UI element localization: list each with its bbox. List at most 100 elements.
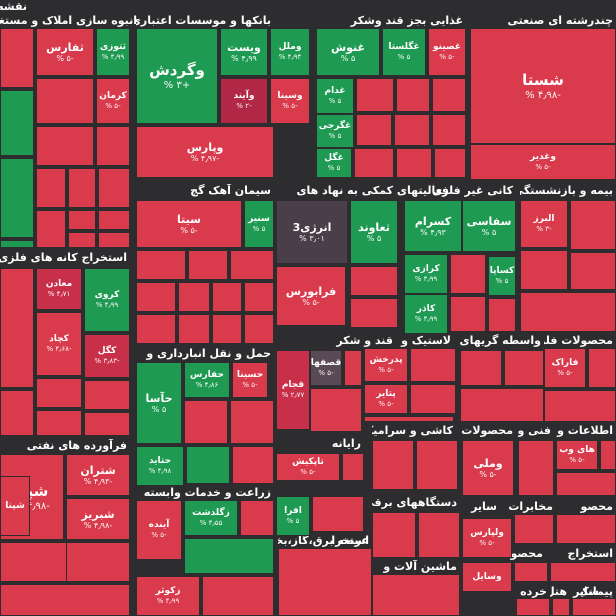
treemap-tile[interactable] (202, 576, 274, 616)
stock-tile[interactable]: غصینو -۵ % (428, 28, 466, 76)
stock-tile[interactable]: فرابورس -۵ % (276, 266, 346, 326)
treemap-tile[interactable] (84, 412, 130, 436)
stock-tile[interactable]: وسینا -۵ % (270, 78, 310, 124)
treemap-tile[interactable] (232, 446, 274, 484)
treemap-tile[interactable] (570, 200, 616, 250)
stock-tile[interactable]: پتایر -۵ % (364, 384, 408, 414)
stock-tile[interactable]: سفاسی ۵ % (462, 200, 516, 252)
treemap-tile[interactable] (460, 388, 544, 422)
treemap-tile[interactable] (178, 314, 210, 344)
stock-tile[interactable]: تاپکیش -۵ % (276, 453, 340, 481)
stock-tile[interactable]: کچاد -۴٫۶۸ % (36, 312, 82, 376)
stock-tile[interactable]: وگردش +۳ % (136, 28, 218, 124)
stock-tile[interactable]: غگرجی ۵ % (316, 114, 354, 148)
stock-tile[interactable]: شستا -۴٫۹۸ % (470, 28, 616, 144)
treemap-tile[interactable] (0, 240, 34, 248)
treemap-tile[interactable] (372, 512, 416, 558)
treemap-tile[interactable] (212, 314, 242, 344)
treemap-tile[interactable] (356, 114, 392, 146)
stock-tile[interactable]: غدام ۵ % (316, 78, 354, 114)
stock-tile[interactable]: ثعاوند ۵ % (350, 200, 398, 264)
treemap-tile[interactable] (416, 440, 458, 490)
treemap-tile[interactable] (68, 232, 96, 248)
treemap-tile[interactable] (514, 562, 548, 582)
treemap-tile[interactable] (68, 168, 96, 208)
stock-tile[interactable]: حفارس ۴٫۸۶ % (184, 362, 230, 398)
stock-tile[interactable]: ثفارس -۵ % (36, 28, 94, 76)
treemap-tile[interactable] (312, 496, 364, 532)
stock-tile[interactable]: قجام ۲٫۷۷ % (276, 350, 310, 430)
treemap-tile[interactable] (556, 514, 616, 544)
treemap-tile[interactable] (36, 210, 66, 248)
treemap-tile[interactable] (518, 440, 554, 496)
treemap-tile[interactable] (520, 250, 568, 290)
treemap-tile[interactable] (460, 350, 502, 386)
treemap-tile[interactable] (342, 453, 364, 481)
stock-tile[interactable]: حسینا -۵ % (232, 362, 268, 398)
stock-tile[interactable]: قصفها -۵ % (310, 350, 342, 386)
treemap-tile[interactable] (544, 390, 616, 422)
stock-tile[interactable]: کرازی ۴٫۹۹ % (404, 254, 448, 294)
treemap-tile[interactable] (136, 282, 176, 312)
treemap-tile[interactable] (36, 410, 82, 436)
treemap-tile[interactable] (0, 390, 34, 436)
stock-tile[interactable]: شبریز -۴٫۹۸ % (66, 498, 130, 540)
treemap-tile[interactable] (66, 542, 130, 582)
treemap-tile[interactable] (98, 232, 130, 248)
stock-tile[interactable]: کساپا ۵ % (488, 256, 516, 296)
treemap-tile[interactable] (244, 314, 274, 344)
treemap-tile[interactable] (310, 388, 362, 432)
treemap-tile[interactable] (450, 296, 486, 332)
treemap-tile[interactable] (36, 378, 82, 408)
stock-tile[interactable]: وملی -۵ % (462, 440, 514, 496)
treemap-tile[interactable] (570, 252, 616, 290)
stock-tile[interactable]: سنیر ۵ % (244, 200, 274, 248)
treemap-tile[interactable] (588, 348, 616, 388)
stock-tile[interactable]: غنوش ۵ % (316, 28, 380, 76)
treemap-tile[interactable] (394, 114, 430, 146)
treemap-tile[interactable] (136, 250, 186, 280)
treemap-tile[interactable] (188, 250, 228, 280)
treemap-tile[interactable] (552, 598, 570, 616)
treemap-tile[interactable] (488, 298, 516, 332)
treemap-tile[interactable] (186, 446, 230, 484)
treemap-tile[interactable] (136, 314, 176, 344)
treemap-tile[interactable] (96, 126, 130, 166)
stock-tile[interactable]: وسایل (462, 562, 512, 592)
treemap-tile[interactable] (98, 168, 130, 208)
treemap-tile[interactable] (520, 292, 616, 332)
stock-tile[interactable]: ویست ۴٫۹۹ % (220, 28, 268, 76)
stock-tile[interactable]: افرا ۵ % (276, 496, 310, 536)
treemap-tile[interactable] (364, 416, 454, 422)
stock-tile[interactable]: ولپارس -۵ % (462, 518, 512, 558)
treemap-tile[interactable] (418, 512, 460, 558)
treemap-tile[interactable] (410, 384, 456, 414)
treemap-tile[interactable] (344, 350, 362, 386)
treemap-tile[interactable] (350, 298, 398, 328)
treemap-tile[interactable] (184, 400, 228, 444)
treemap-tile[interactable] (0, 90, 34, 156)
stock-tile[interactable]: کاذر ۴٫۹۹ % (404, 294, 448, 334)
stock-tile[interactable]: وپارس -۴٫۹۷ % (136, 126, 274, 178)
stock-tile[interactable]: فاراک -۵ % (544, 348, 586, 388)
stock-tile[interactable]: زگلدشت ۴٫۵۵ % (184, 500, 238, 536)
treemap-tile[interactable] (356, 78, 394, 112)
treemap-tile[interactable] (0, 28, 34, 88)
stock-tile[interactable]: کروی ۴٫۹۹ % (84, 268, 130, 332)
stock-tile[interactable]: زکوثر ۴٫۹۹ % (136, 576, 200, 616)
stock-tile[interactable]: وملل ۴٫۹۴ % (270, 28, 310, 76)
treemap-tile[interactable] (514, 514, 554, 544)
stock-tile[interactable]: وآیند -۲ % (220, 78, 268, 124)
stock-tile[interactable]: شپنا (0, 476, 30, 536)
treemap-tile[interactable] (396, 78, 430, 112)
treemap-tile[interactable] (516, 598, 550, 616)
treemap-tile[interactable] (504, 350, 544, 386)
stock-tile[interactable]: کگل -۳٫۸۳ % (84, 334, 130, 378)
treemap-tile[interactable] (240, 500, 274, 536)
stock-tile[interactable]: کسرام ۴٫۹۳ % (404, 200, 462, 252)
stock-tile[interactable]: وغدیر -۵ % (470, 144, 616, 180)
stock-tile[interactable]: کرمان -۵ % (96, 78, 130, 124)
stock-tile[interactable]: انرژی3 ۳٫۰۱ % (276, 200, 348, 264)
treemap-tile[interactable] (600, 440, 616, 470)
treemap-tile[interactable] (396, 148, 432, 178)
